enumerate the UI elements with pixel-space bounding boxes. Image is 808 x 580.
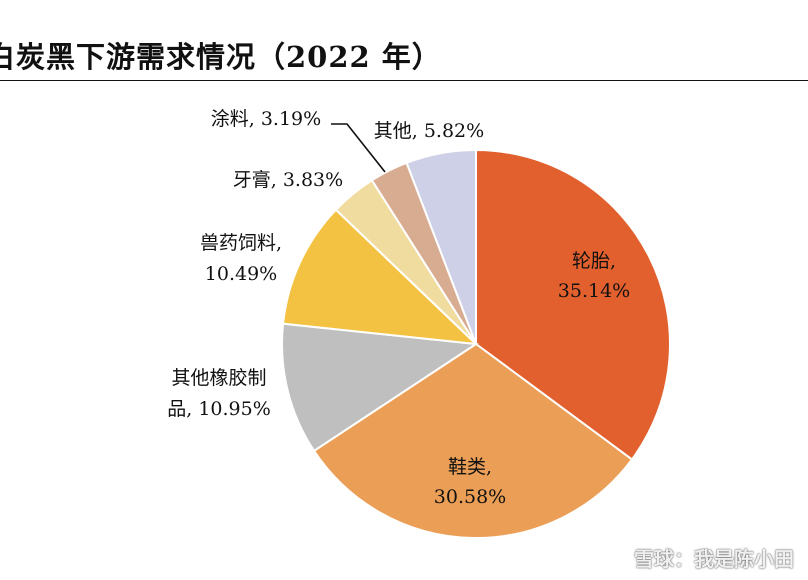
leader-line-coating [331, 123, 386, 173]
pie-slice-0 [475, 148, 671, 461]
label-tire-value: 35.14% [558, 280, 630, 302]
snowball-logo-icon [611, 550, 629, 568]
label-tire-name: 轮胎, [572, 250, 616, 272]
label-other: 其他, 5.82% [374, 120, 484, 142]
label-coating: 涂料, 3.19% [211, 108, 321, 130]
pie-slice-3 [281, 208, 479, 346]
label-rubber-value: 品, 10.95% [167, 398, 271, 420]
title-divider [0, 80, 808, 81]
label-shoes-name: 鞋类, [448, 456, 492, 478]
label-toothpaste: 牙膏, 3.83% [233, 168, 343, 191]
watermark-text: 雪球：我是陈小田 [634, 547, 794, 571]
pie-slices [281, 148, 671, 540]
watermark: 雪球：我是陈小田 [610, 543, 794, 572]
label-shoes-value: 30.58% [434, 486, 506, 508]
label-vet-name: 兽药饲料, [200, 232, 282, 254]
label-vet-value: 10.49% [205, 263, 277, 285]
pie-slice-6 [405, 148, 477, 345]
pie-slice-2 [281, 322, 479, 453]
label-rubber-name: 其他橡胶制 [171, 367, 266, 389]
pie-slice-1 [312, 342, 634, 540]
page-title: 白炭黑下游需求情况（2022 年） [0, 40, 442, 74]
